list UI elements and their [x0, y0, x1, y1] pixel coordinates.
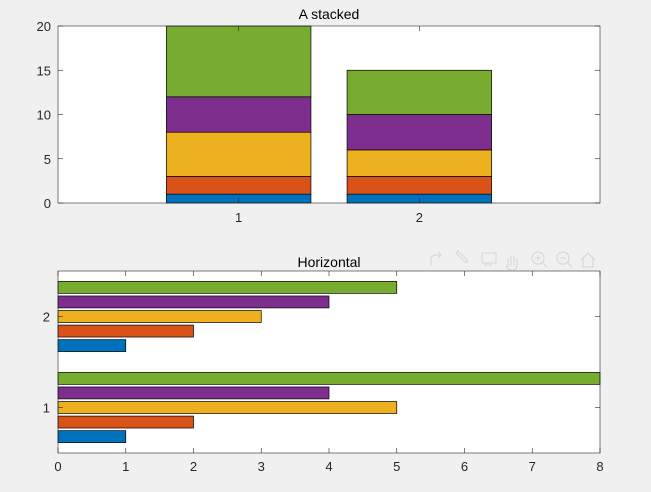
horizontal-x-tick-label: 3	[258, 459, 265, 474]
horizontal-x-tick-label: 7	[529, 459, 536, 474]
horizontal-x-tick-label: 1	[122, 459, 129, 474]
horizontal-x-tick-label: 0	[54, 459, 61, 474]
stacked-y-tick-label: 0	[44, 196, 51, 211]
stacked-y-tick-label: 20	[37, 19, 51, 34]
stacked-bar-segment-1-4	[166, 96, 312, 133]
stacked-y-tick-label: 5	[44, 152, 51, 167]
stacked-bar-segment-2-2	[346, 176, 492, 195]
horizontal-bar-1-4	[57, 386, 330, 400]
horizontal-bar-2-2	[57, 324, 194, 338]
stacked-x-tick-label: 2	[416, 210, 423, 225]
stacked-bar-segment-2-3	[346, 149, 492, 177]
datatip-icon[interactable]	[481, 252, 497, 267]
horizontal-bar-1-1	[57, 430, 127, 443]
axes-toolbar[interactable]	[430, 250, 596, 271]
horizontal-bars	[57, 281, 601, 443]
horizontal-bar-chart: 1 2 0 1 2 3 4 5 6 7 8 Horizontal	[43, 254, 604, 474]
horizontal-x-tick-label: 5	[393, 459, 400, 474]
horizontal-bar-1-5	[57, 372, 601, 385]
stacked-bar-segment-2-4	[346, 114, 492, 151]
horizontal-bar-1-2	[57, 415, 194, 429]
stacked-bar-segment-1-3	[166, 131, 312, 177]
horizontal-bar-2-3	[57, 310, 262, 323]
horizontal-chart-title: Horizontal	[297, 254, 360, 270]
stacked-bars	[166, 25, 492, 204]
horizontal-x-tick-label: 8	[596, 459, 603, 474]
horizontal-bar-1-3	[57, 401, 398, 414]
brush-icon[interactable]	[455, 250, 469, 264]
stacked-y-tick-label: 15	[37, 63, 51, 78]
stacked-bar-segment-1-5	[166, 25, 312, 98]
horizontal-y-tick-label: 2	[43, 310, 50, 325]
horizontal-ticks: 1 2 0 1 2 3 4 5 6 7 8	[43, 271, 604, 474]
horizontal-y-tick-label: 1	[43, 401, 50, 416]
horizontal-x-tick-label: 6	[461, 459, 468, 474]
horizontal-bar-2-5	[57, 281, 398, 294]
horizontal-bar-2-1	[57, 339, 127, 352]
home-icon[interactable]	[580, 252, 596, 268]
stacked-chart-title: A stacked	[299, 6, 360, 22]
stacked-x-tick-label: 1	[235, 210, 242, 225]
horizontal-x-tick-label: 2	[190, 459, 197, 474]
stacked-plot-area	[58, 26, 600, 203]
horizontal-x-tick-label: 4	[325, 459, 332, 474]
zoom-in-icon[interactable]	[531, 251, 548, 268]
stacked-y-tick-label: 10	[37, 108, 51, 123]
export-icon[interactable]	[430, 251, 442, 266]
pan-icon[interactable]	[505, 256, 518, 271]
zoom-out-icon[interactable]	[556, 251, 573, 268]
horizontal-bar-2-4	[57, 295, 330, 309]
stacked-bar-segment-1-2	[166, 176, 312, 195]
stacked-bar-segment-2-5	[346, 69, 492, 115]
